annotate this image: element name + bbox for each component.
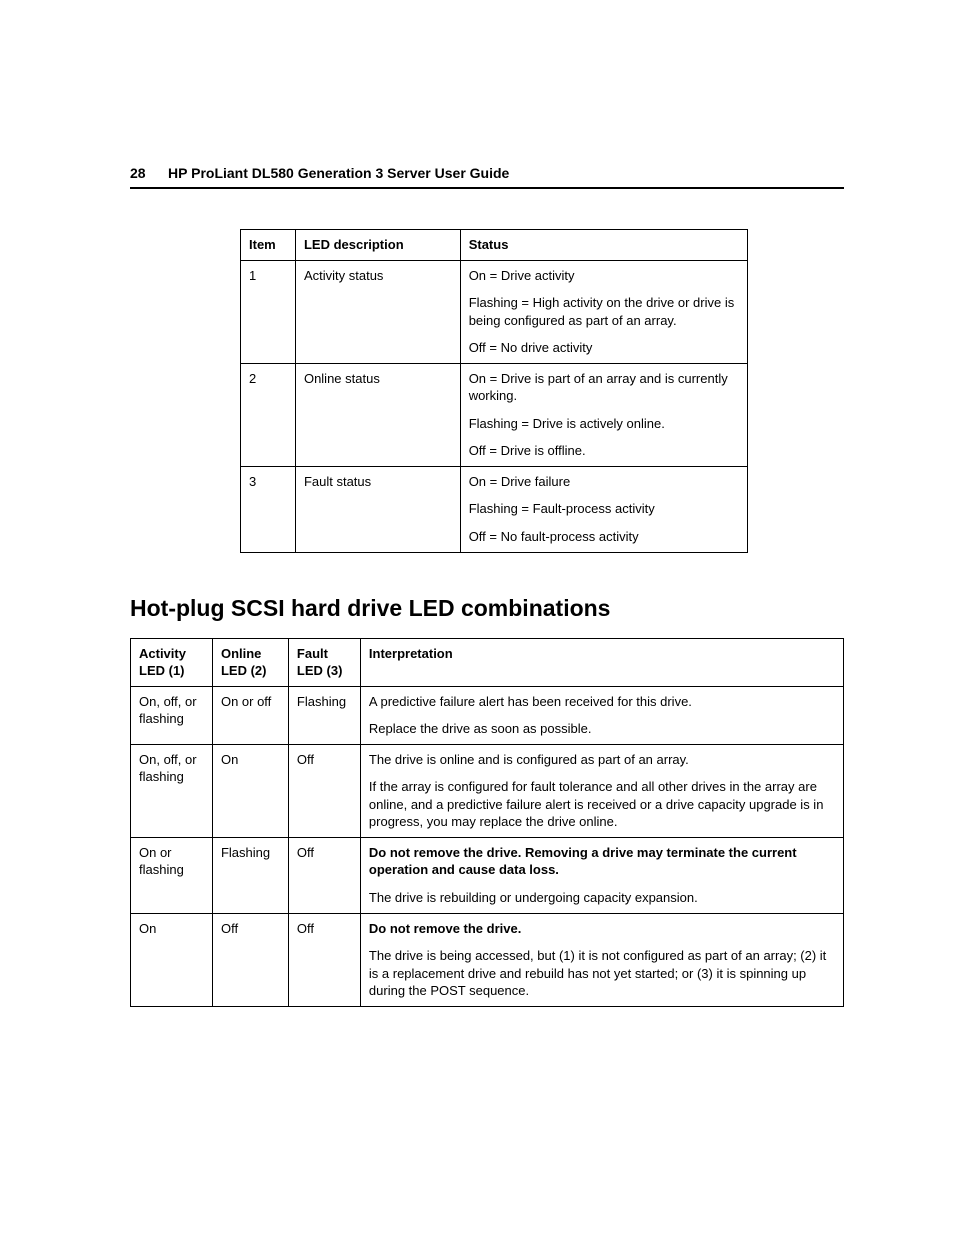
cell-activity: On or flashing	[131, 837, 213, 913]
col-header-activity: Activity LED (1)	[131, 638, 213, 686]
cell-desc: Fault status	[295, 466, 460, 552]
led-description-table: Item LED description Status 1Activity st…	[240, 229, 748, 553]
cell-interpretation: The drive is online and is configured as…	[360, 744, 843, 837]
interpretation-line: Do not remove the drive.	[369, 920, 835, 938]
cell-activity: On, off, or flashing	[131, 686, 213, 744]
page-header: 28 HP ProLiant DL580 Generation 3 Server…	[130, 165, 844, 189]
status-line: Off = No drive activity	[469, 339, 739, 357]
cell-activity: On	[131, 913, 213, 1006]
cell-activity: On, off, or flashing	[131, 744, 213, 837]
cell-status: On = Drive activity Flashing = High activ…	[460, 260, 747, 363]
interpretation-line: The drive is online and is configured as…	[369, 751, 835, 769]
cell-desc: Activity status	[295, 260, 460, 363]
col-header-fault: Fault LED (3)	[288, 638, 360, 686]
table-row: 2Online status On = Drive is part of an a…	[241, 363, 748, 466]
status-line: On = Drive failure	[469, 473, 739, 491]
table-row: 1Activity status On = Drive activity Flash…	[241, 260, 748, 363]
cell-interpretation: A predictive failure alert has been rece…	[360, 686, 843, 744]
status-line: Off = No fault-process activity	[469, 528, 739, 546]
led-combinations-table: Activity LED (1) Online LED (2) Fault LE…	[130, 638, 844, 1007]
table-row: OnOffOffDo not remove the drive.The driv…	[131, 913, 844, 1006]
table-header-row: Item LED description Status	[241, 230, 748, 261]
cell-fault: Flashing	[288, 686, 360, 744]
cell-item: 3	[241, 466, 296, 552]
col-header-desc: LED description	[295, 230, 460, 261]
col-header-item: Item	[241, 230, 296, 261]
status-line: Flashing = Drive is actively online.	[469, 415, 739, 433]
col-header-status: Status	[460, 230, 747, 261]
document-title: HP ProLiant DL580 Generation 3 Server Us…	[168, 165, 509, 181]
table-row: On, off, or flashingOn or offFlashing A p…	[131, 686, 844, 744]
status-line: Flashing = High activity on the drive or…	[469, 294, 739, 329]
col-header-interp: Interpretation	[360, 638, 843, 686]
cell-item: 1	[241, 260, 296, 363]
status-line: Off = Drive is offline.	[469, 442, 739, 460]
cell-online: On	[212, 744, 288, 837]
status-line: On = Drive is part of an array and is cu…	[469, 370, 739, 405]
cell-interpretation: Do not remove the drive. The drive is bei…	[360, 913, 843, 1006]
col-header-online: Online LED (2)	[212, 638, 288, 686]
cell-interpretation: Do not remove the drive. Removing a driv…	[360, 837, 843, 913]
cell-status: On = Drive failure Flashing = Fault-proce…	[460, 466, 747, 552]
cell-fault: Off	[288, 837, 360, 913]
cell-status: On = Drive is part of an array and is cu…	[460, 363, 747, 466]
status-line: Flashing = Fault-process activity	[469, 500, 739, 518]
section-heading: Hot-plug SCSI hard drive LED combination…	[130, 595, 844, 622]
interpretation-line: A predictive failure alert has been rece…	[369, 693, 835, 711]
interpretation-line: The drive is being accessed, but (1) it …	[369, 947, 835, 1000]
interpretation-line: Replace the drive as soon as possible.	[369, 720, 835, 738]
table-header-row: Activity LED (1) Online LED (2) Fault LE…	[131, 638, 844, 686]
status-line: On = Drive activity	[469, 267, 739, 285]
table-row: On, off, or flashingOnOff The drive is on…	[131, 744, 844, 837]
interpretation-line: Do not remove the drive. Removing a driv…	[369, 844, 835, 879]
cell-online: On or off	[212, 686, 288, 744]
table-row: On or flashingFlashingOff Do not remove t…	[131, 837, 844, 913]
page-number: 28	[130, 165, 146, 181]
cell-fault: Off	[288, 913, 360, 1006]
cell-item: 2	[241, 363, 296, 466]
interpretation-line: The drive is rebuilding or undergoing ca…	[369, 889, 835, 907]
cell-desc: Online status	[295, 363, 460, 466]
cell-online: Flashing	[212, 837, 288, 913]
cell-online: Off	[212, 913, 288, 1006]
interpretation-line: If the array is configured for fault tol…	[369, 778, 835, 831]
cell-fault: Off	[288, 744, 360, 837]
table-row: 3Fault status On = Drive failure Flashing …	[241, 466, 748, 552]
